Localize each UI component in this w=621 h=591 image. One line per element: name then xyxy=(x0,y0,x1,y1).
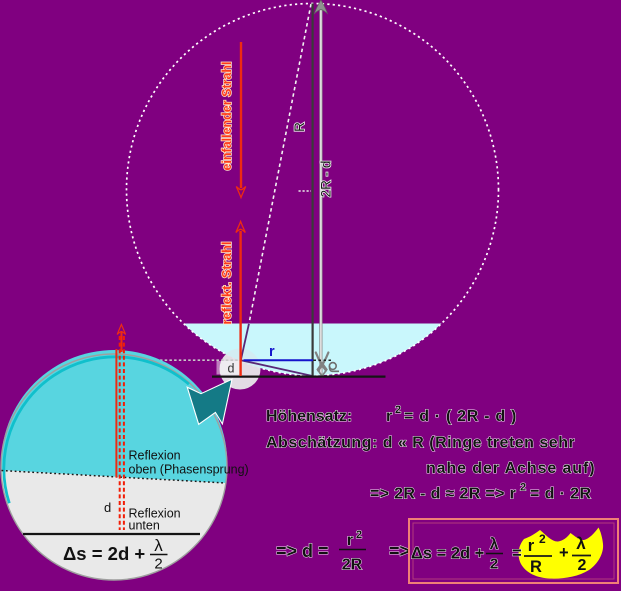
svg-text:2: 2 xyxy=(578,557,587,574)
svg-text:2: 2 xyxy=(154,556,162,573)
svg-text:=> d =: => d = xyxy=(276,541,329,561)
svg-text:Reflexion: Reflexion xyxy=(129,507,181,521)
svg-text:r: r xyxy=(269,344,275,360)
svg-text:R: R xyxy=(530,558,542,576)
svg-text:2R - d: 2R - d xyxy=(319,161,334,198)
svg-text:Reflexion: Reflexion xyxy=(129,449,181,463)
svg-text:nahe der Achse auf): nahe der Achse auf) xyxy=(426,460,595,477)
svg-text:d: d xyxy=(228,362,235,376)
svg-text:unten: unten xyxy=(129,519,160,533)
svg-text:2: 2 xyxy=(395,404,401,416)
svg-text:=>: => xyxy=(389,541,410,561)
svg-text:Höhensatz:: Höhensatz: xyxy=(266,408,352,425)
svg-text:2R: 2R xyxy=(342,557,363,574)
svg-text:λ: λ xyxy=(576,534,586,553)
svg-text:d: d xyxy=(104,500,111,515)
svg-text:r: r xyxy=(528,537,535,555)
svg-text:= d · 2R: = d · 2R xyxy=(530,486,591,503)
svg-text:oben (Phasensprung): oben (Phasensprung) xyxy=(129,463,249,477)
svg-text:Δs = 2d +: Δs = 2d + xyxy=(411,545,484,563)
svg-text:λ: λ xyxy=(154,536,163,555)
svg-text:= d · ( 2R - d ): = d · ( 2R - d ) xyxy=(404,408,517,425)
svg-text:λ: λ xyxy=(490,536,499,553)
svg-text:r: r xyxy=(347,532,353,549)
svg-text:reflekt. Strahl: reflekt. Strahl xyxy=(219,241,234,324)
svg-text:=> 2R - d ≈ 2R => r: => 2R - d ≈ 2R => r xyxy=(370,486,516,503)
svg-text:einfallender Strahl: einfallender Strahl xyxy=(220,61,234,170)
svg-text:=: = xyxy=(512,545,522,563)
svg-text:2: 2 xyxy=(356,529,362,541)
svg-text:R: R xyxy=(292,122,307,132)
svg-text:Abschätzung: d « R (Ringe tret: Abschätzung: d « R (Ringe treten sehr xyxy=(266,435,575,452)
svg-text:2: 2 xyxy=(539,532,546,546)
svg-text:Δs = 2d +: Δs = 2d + xyxy=(63,543,145,564)
svg-text:2: 2 xyxy=(520,482,526,494)
svg-text:+: + xyxy=(559,544,569,562)
svg-text:2: 2 xyxy=(490,556,498,573)
svg-text:r: r xyxy=(386,408,392,425)
